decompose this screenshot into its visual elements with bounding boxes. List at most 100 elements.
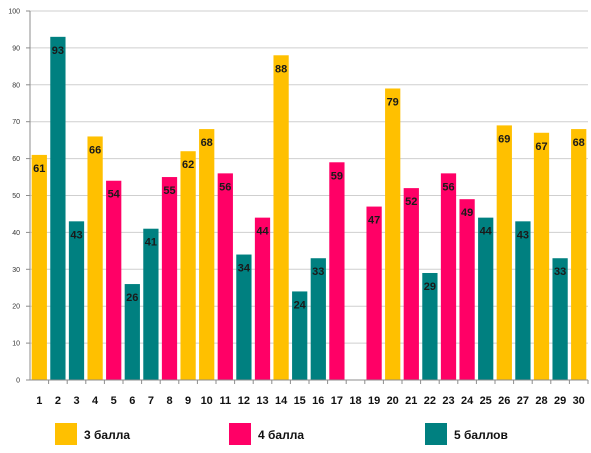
x-tick-label: 28 bbox=[535, 395, 547, 407]
bar bbox=[180, 151, 196, 380]
y-tick-label: 50 bbox=[12, 193, 20, 200]
x-tick-label: 4 bbox=[92, 395, 99, 407]
bar bbox=[459, 199, 475, 380]
data-label: 79 bbox=[387, 96, 399, 108]
data-label: 24 bbox=[294, 299, 307, 311]
bar bbox=[292, 291, 308, 380]
data-label: 26 bbox=[126, 292, 138, 304]
data-label: 68 bbox=[201, 137, 213, 149]
bar bbox=[68, 221, 85, 380]
x-tick-label: 12 bbox=[238, 395, 250, 407]
bar bbox=[478, 217, 494, 380]
x-tick-label: 11 bbox=[219, 395, 231, 407]
bar bbox=[31, 154, 47, 380]
data-label: 93 bbox=[52, 45, 64, 57]
data-label: 47 bbox=[368, 215, 380, 227]
legend-swatch bbox=[229, 423, 251, 445]
data-label: 54 bbox=[108, 189, 121, 201]
x-tick-label: 8 bbox=[166, 395, 172, 407]
data-label: 43 bbox=[517, 229, 529, 241]
y-tick-label: 90 bbox=[12, 45, 20, 52]
data-label: 88 bbox=[275, 63, 287, 75]
bar bbox=[199, 129, 215, 380]
bar bbox=[552, 258, 568, 380]
bar bbox=[515, 221, 531, 380]
legend-label: 5 баллов bbox=[454, 428, 508, 442]
data-label: 59 bbox=[331, 170, 343, 182]
bar bbox=[124, 284, 140, 380]
x-tick-label: 15 bbox=[294, 395, 306, 407]
legend-swatch bbox=[55, 423, 77, 445]
y-axis-ticks: 0 10 20 30 40 50 60 70 80 90 100 bbox=[8, 9, 30, 385]
x-tick-label: 23 bbox=[442, 395, 454, 407]
y-tick-label: 20 bbox=[12, 304, 20, 311]
x-tick-label: 9 bbox=[185, 395, 191, 407]
bar bbox=[254, 217, 271, 380]
legend: 3 балла 4 балла 5 баллов bbox=[55, 423, 508, 445]
grid-lines bbox=[30, 10, 588, 381]
data-label: 33 bbox=[312, 266, 324, 278]
y-tick-label: 80 bbox=[12, 82, 20, 89]
x-tick-label: 27 bbox=[517, 395, 529, 407]
data-label: 33 bbox=[554, 266, 566, 278]
data-label: 52 bbox=[405, 196, 417, 208]
bars bbox=[31, 36, 587, 381]
bar bbox=[236, 254, 252, 380]
bar bbox=[422, 272, 438, 380]
data-label: 29 bbox=[424, 281, 436, 293]
bar bbox=[496, 125, 512, 380]
y-tick-label: 10 bbox=[12, 341, 20, 348]
x-tick-label: 21 bbox=[405, 395, 417, 407]
data-label: 55 bbox=[163, 185, 175, 197]
x-tick-label: 29 bbox=[554, 395, 566, 407]
bar bbox=[161, 177, 178, 380]
data-label: 43 bbox=[70, 229, 82, 241]
x-tick-label: 10 bbox=[201, 395, 213, 407]
bar bbox=[329, 162, 345, 380]
x-tick-label: 26 bbox=[498, 395, 510, 407]
bar bbox=[571, 129, 587, 380]
bar bbox=[143, 228, 159, 380]
bar bbox=[217, 173, 233, 380]
x-tick-label: 2 bbox=[55, 395, 61, 407]
data-label: 56 bbox=[219, 181, 231, 193]
bar bbox=[385, 88, 401, 381]
bar bbox=[403, 188, 419, 380]
data-label: 44 bbox=[480, 226, 493, 238]
bar bbox=[273, 55, 289, 380]
y-tick-label: 70 bbox=[12, 119, 20, 126]
x-tick-label: 1 bbox=[36, 395, 42, 407]
legend-label: 4 балла bbox=[258, 428, 304, 442]
x-axis-ticks: 1 2 3 4 5 6 7 8 9 10 11 12 13 14 15 16 17 18 19 20 21 22 23 24 2… bbox=[36, 380, 589, 407]
bar bbox=[87, 136, 103, 380]
legend-label: 3 балла bbox=[84, 428, 130, 442]
data-label: 67 bbox=[535, 141, 547, 153]
data-label: 44 bbox=[256, 226, 269, 238]
data-label: 41 bbox=[145, 237, 157, 249]
data-label: 56 bbox=[442, 181, 454, 193]
x-tick-label: 19 bbox=[368, 395, 380, 407]
x-tick-label: 18 bbox=[349, 395, 361, 407]
x-tick-label: 7 bbox=[148, 395, 154, 407]
data-label: 62 bbox=[182, 159, 194, 171]
bar bbox=[366, 206, 382, 380]
data-label: 68 bbox=[573, 137, 585, 149]
x-tick-label: 17 bbox=[331, 395, 343, 407]
y-tick-label: 60 bbox=[12, 156, 20, 163]
bar bbox=[50, 36, 66, 381]
x-tick-label: 30 bbox=[573, 395, 585, 407]
bar bbox=[106, 180, 122, 380]
x-tick-label: 24 bbox=[461, 395, 474, 407]
x-tick-label: 6 bbox=[129, 395, 135, 407]
x-tick-label: 5 bbox=[111, 395, 117, 407]
x-tick-label: 3 bbox=[73, 395, 79, 407]
x-tick-label: 20 bbox=[387, 395, 399, 407]
bar bbox=[533, 132, 550, 380]
y-tick-label: 40 bbox=[12, 230, 20, 237]
legend-swatch bbox=[425, 423, 447, 445]
y-tick-label: 0 bbox=[16, 378, 20, 385]
data-label: 34 bbox=[238, 263, 251, 275]
data-label: 61 bbox=[33, 163, 45, 175]
y-tick-label: 30 bbox=[12, 267, 20, 274]
